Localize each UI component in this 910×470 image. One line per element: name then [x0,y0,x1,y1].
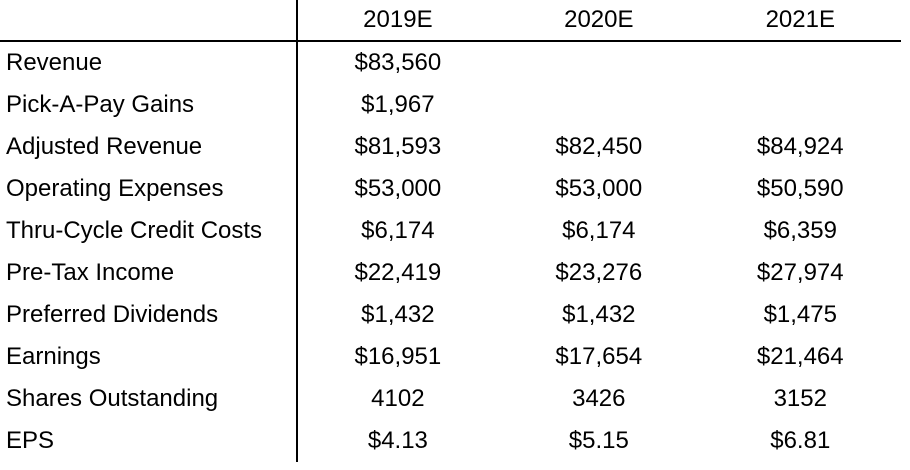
value-cell: $1,432 [562,301,636,328]
row-label: Adjusted Revenue [0,126,298,168]
table-row-earnings: Earnings $16,951 $17,654 $21,464 [0,336,901,378]
value-cell: $81,593 [354,133,442,160]
value-cell: $1,432 [361,301,435,328]
row-label: EPS [0,420,298,462]
header-row: 2019E 2020E 2021E [0,0,901,42]
value-cell: $6,174 [361,217,435,244]
table-row-shares-outstanding: Shares Outstanding 4102 3426 3152 [0,378,901,420]
row-label: Pick-A-Pay Gains [0,84,298,126]
value-cell: $6,359 [763,217,837,244]
value-cell: $4.13 [367,427,428,454]
value-cell: $21,464 [756,343,844,370]
table-row-pre-tax-income: Pre-Tax Income $22,419 $23,276 $27,974 [0,252,901,294]
value-cell: $82,450 [555,133,643,160]
value-cell: $27,974 [756,259,844,286]
table-row-operating-expenses: Operating Expenses $53,000 $53,000 $50,5… [0,168,901,210]
row-label: Pre-Tax Income [0,252,298,294]
value-cell: 3426 [572,385,626,412]
value-cell: $22,419 [354,259,442,286]
row-label: Earnings [0,336,298,378]
value-cell: $53,000 [555,175,643,202]
value-cell: $6,174 [562,217,636,244]
column-header-2019e: 2019E [296,0,499,42]
column-header-2021e: 2021E [699,0,901,42]
value-cell: 3152 [773,385,827,412]
value-cell: 4102 [371,385,425,412]
value-cell: $50,590 [756,175,844,202]
column-header-2020e: 2020E [498,0,700,42]
table-row-eps: EPS $4.13 $5.15 $6.81 [0,420,901,462]
table-row-adjusted-revenue: Adjusted Revenue $81,593 $82,450 $84,924 [0,126,901,168]
value-cell: $1,475 [763,301,837,328]
row-label: Preferred Dividends [0,294,298,336]
value-cell: $53,000 [354,175,442,202]
value-cell: $16,951 [354,343,442,370]
value-cell: $17,654 [555,343,643,370]
row-label: Revenue [0,41,298,84]
value-cell [700,41,901,84]
value-cell: $1,967 [361,91,435,118]
value-cell [498,84,699,126]
table-row-thru-cycle-credit-costs: Thru-Cycle Credit Costs $6,174 $6,174 $6… [0,210,901,252]
table-row-pick-a-pay-gains: Pick-A-Pay Gains $1,967 [0,84,901,126]
row-label: Operating Expenses [0,168,298,210]
value-cell [498,41,699,84]
value-cell: $23,276 [555,259,643,286]
value-cell [700,84,901,126]
value-cell: $5.15 [568,427,629,454]
row-label: Thru-Cycle Credit Costs [0,210,298,252]
table-row-revenue: Revenue $83,560 [0,41,901,84]
value-cell: $6.81 [770,427,831,454]
row-label: Shares Outstanding [0,378,298,420]
value-cell: $83,560 [354,49,442,76]
corner-cell [0,0,298,42]
financial-projections-table: 2019E 2020E 2021E Revenue $83,560 Pick-A… [0,0,901,462]
value-cell: $84,924 [756,133,844,160]
table-row-preferred-dividends: Preferred Dividends $1,432 $1,432 $1,475 [0,294,901,336]
